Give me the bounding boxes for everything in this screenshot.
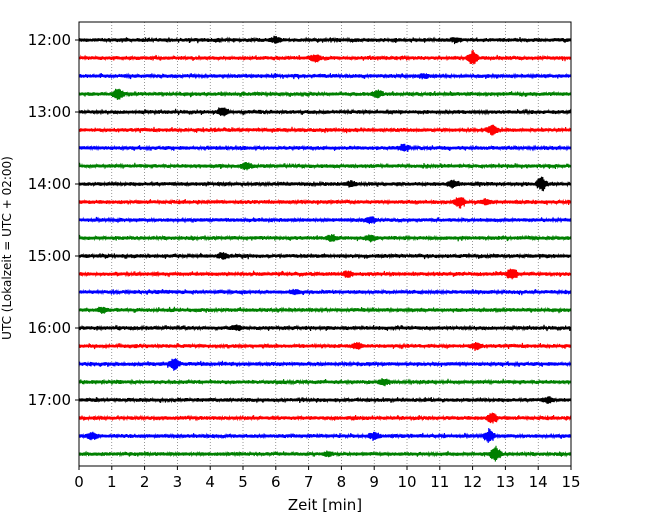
x-tick-label: 3 [173,473,183,491]
trace-1730 [78,427,572,443]
trace-lines [78,35,572,462]
trace-1245 [78,88,572,100]
x-tick-label: 13 [496,473,515,491]
trace-1530 [78,288,572,296]
x-tick-label: 11 [430,473,449,491]
x-tick-label: 9 [369,473,379,491]
x-tick-label: 0 [74,473,84,491]
x-tick-label: 7 [304,473,314,491]
x-axis-label: Zeit [min] [288,496,362,514]
trace-1400 [78,176,572,192]
trace-1330 [78,143,572,152]
trace-1515 [78,268,572,280]
x-tick-label: 2 [140,473,150,491]
trace-1230 [78,72,572,80]
x-tick-label: 6 [271,473,281,491]
y-axis-ticks: 12:00 13:00 14:00 15:00 16:00 17:00 [28,31,79,409]
x-tick-label: 1 [107,473,117,491]
x-axis-ticks: 0 1 2 3 4 5 6 7 8 9 10 11 12 13 14 15 [74,466,581,491]
y-tick-label: 15:00 [28,247,71,265]
x-tick-label: 14 [529,473,548,491]
trace-1500 [78,251,572,260]
x-tick-label: 12 [463,473,482,491]
x-tick-label: 4 [205,473,215,491]
y-tick-label: 16:00 [28,319,71,337]
trace-1200 [78,35,572,45]
y-tick-label: 17:00 [28,391,71,409]
trace-1345 [78,162,572,171]
x-tick-label: 8 [337,473,347,491]
y-tick-label: 13:00 [28,103,71,121]
y-tick-label: 12:00 [28,31,71,49]
x-tick-label: 15 [561,473,580,491]
x-tick-label: 5 [238,473,248,491]
trace-1745 [78,445,572,462]
trace-1415 [78,197,572,209]
trace-1600 [78,324,572,332]
trace-1315 [78,124,572,136]
trace-1430 [78,216,572,225]
trace-1615 [78,341,572,351]
trace-1700 [78,396,572,404]
y-tick-label: 14:00 [28,175,71,193]
trace-1545 [78,306,572,315]
trace-1300 [78,107,572,117]
trace-1630 [78,358,572,371]
trace-1215 [78,49,572,65]
plot-frame [78,21,572,467]
trace-1645 [78,377,572,387]
trace-1715 [78,412,572,424]
trace-1445 [78,234,572,243]
y-axis-label: UTC (Lokalzeit = UTC + 02:00) [0,156,14,340]
x-tick-label: 10 [397,473,416,491]
